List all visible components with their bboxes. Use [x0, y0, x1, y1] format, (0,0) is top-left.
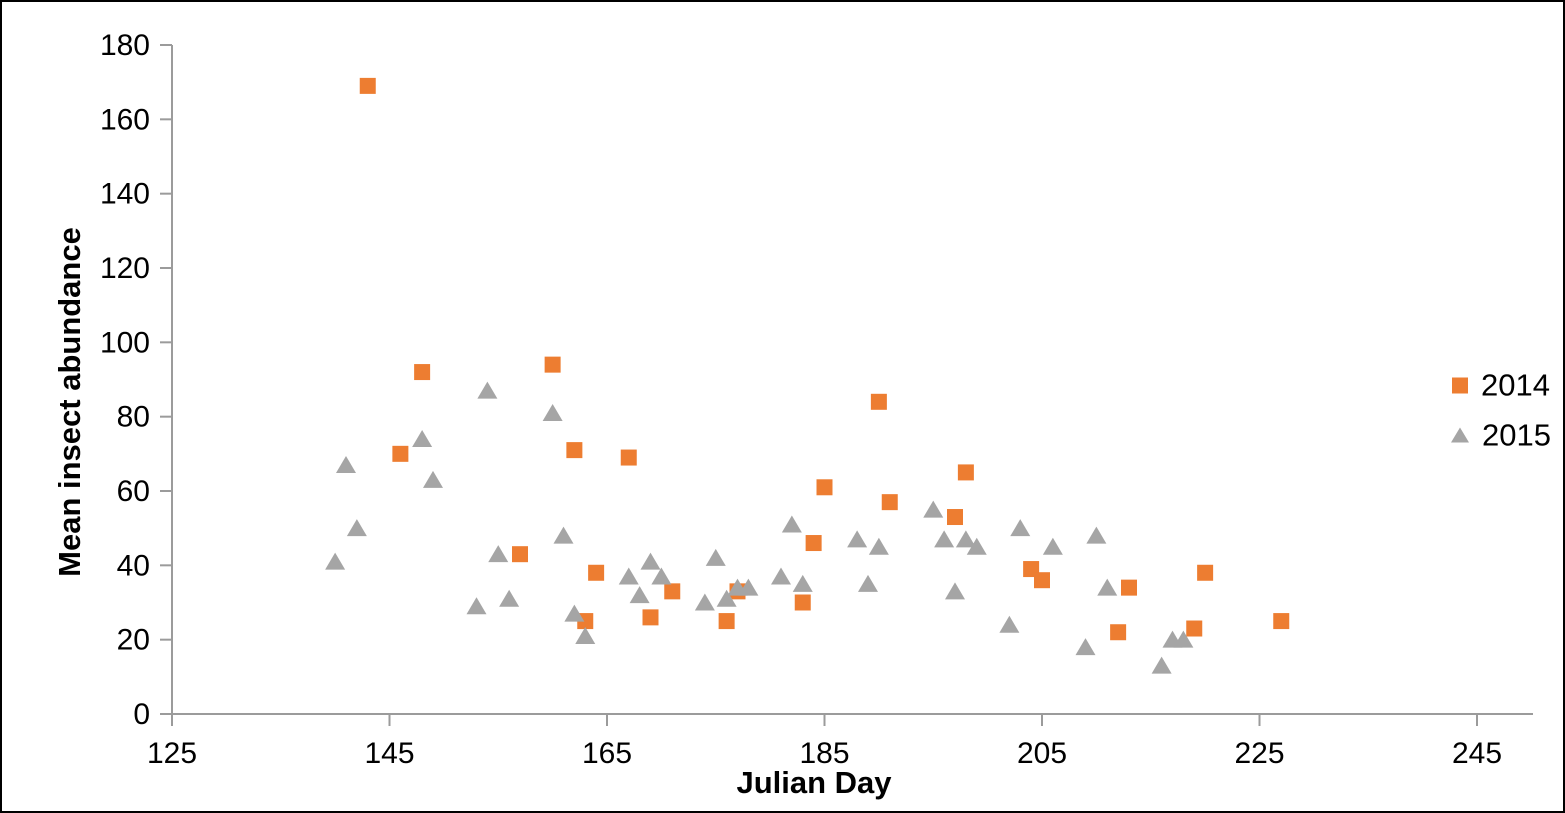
data-point-2015 [1042, 537, 1063, 555]
x-tick-label: 125 [147, 737, 197, 770]
data-point-2015 [412, 429, 433, 447]
data-point-2015 [346, 519, 367, 537]
data-point-2015 [771, 567, 791, 585]
data-point-2015 [488, 545, 509, 563]
data-point-2014 [1034, 572, 1050, 589]
data-point-2014 [881, 494, 898, 511]
data-point-2014 [805, 535, 822, 552]
data-point-2014 [642, 609, 659, 626]
y-tick-label: 80 [117, 401, 150, 434]
data-point-2015 [1075, 638, 1096, 656]
x-tick-label: 245 [1452, 737, 1502, 770]
y-tick-label: 140 [100, 178, 150, 211]
data-point-2014 [512, 546, 528, 563]
data-point-2014 [664, 583, 681, 600]
legend-square-marker-icon [1452, 377, 1468, 393]
legend-label-2014: 2014 [1481, 367, 1550, 403]
data-point-2015 [966, 537, 987, 555]
x-tick-label: 205 [1017, 737, 1067, 770]
data-point-2014 [947, 509, 963, 526]
data-point-2014 [566, 442, 583, 459]
data-point-2015 [781, 515, 802, 533]
data-point-2014 [870, 393, 887, 410]
data-point-2014 [359, 77, 376, 94]
y-tick-label: 100 [100, 326, 150, 359]
data-point-2014 [588, 564, 605, 581]
y-tick-label: 180 [100, 29, 150, 62]
y-tick-label: 60 [117, 475, 150, 508]
data-point-2015 [934, 530, 955, 548]
x-tick-label: 225 [1234, 737, 1284, 770]
legend-entry-2015: 2015 [1451, 420, 1551, 451]
data-point-2015 [553, 526, 574, 544]
data-point-2015 [423, 470, 443, 488]
data-point-2015 [955, 530, 976, 548]
legend-entry-2014: 2014 [1452, 370, 1550, 401]
y-tick-label: 40 [117, 549, 150, 582]
data-point-2014 [392, 445, 409, 462]
data-point-2015 [858, 574, 878, 592]
data-point-2015 [694, 593, 715, 611]
x-tick-label: 185 [799, 737, 849, 770]
data-point-2014 [1110, 624, 1127, 641]
y-axis-title: Mean insect abundance [52, 227, 87, 577]
data-point-2015 [325, 552, 346, 570]
data-point-2014 [1197, 564, 1214, 581]
data-point-2015 [1173, 630, 1194, 648]
data-point-2015 [705, 548, 726, 566]
data-point-2015 [1151, 656, 1172, 674]
y-tick-label: 20 [117, 624, 150, 657]
data-point-2014 [1121, 579, 1137, 596]
data-point-2015 [618, 567, 639, 585]
data-point-2015 [575, 626, 596, 644]
data-point-2015 [336, 455, 356, 473]
data-point-2015 [792, 574, 813, 592]
data-point-2015 [466, 597, 487, 615]
x-tick-label: 145 [364, 737, 414, 770]
data-point-2015 [738, 578, 759, 596]
data-point-2015 [847, 530, 868, 548]
data-point-2015 [716, 589, 737, 607]
data-point-2015 [945, 582, 965, 600]
data-point-2015 [1097, 578, 1118, 596]
data-point-2014 [1273, 613, 1290, 630]
data-point-2014 [1186, 620, 1203, 637]
legend-label-2015: 2015 [1482, 417, 1551, 453]
x-tick-label: 165 [582, 737, 632, 770]
data-point-2015 [564, 604, 585, 622]
y-tick-label: 160 [100, 103, 150, 136]
data-point-2014 [957, 464, 974, 481]
data-point-2014 [718, 613, 735, 630]
data-point-2014 [414, 364, 431, 381]
legend-triangle-marker-icon [1451, 427, 1469, 443]
data-point-2015 [542, 403, 563, 421]
data-point-2015 [629, 586, 650, 604]
data-point-2015 [923, 500, 944, 518]
data-point-2014 [794, 594, 811, 611]
x-axis-title: Julian Day [736, 765, 892, 800]
data-point-2015 [1086, 526, 1107, 544]
data-point-2015 [651, 567, 672, 585]
data-point-2015 [1010, 519, 1031, 537]
data-point-2014 [620, 449, 637, 466]
data-point-2014 [816, 479, 833, 496]
y-tick-label: 120 [100, 252, 150, 285]
data-point-2015 [477, 381, 498, 399]
data-point-2015 [868, 537, 889, 555]
data-point-2015 [999, 615, 1020, 633]
data-point-2015 [499, 589, 520, 607]
data-point-2014 [544, 356, 561, 373]
y-tick-label: 0 [133, 698, 150, 731]
data-point-2015 [640, 552, 661, 570]
